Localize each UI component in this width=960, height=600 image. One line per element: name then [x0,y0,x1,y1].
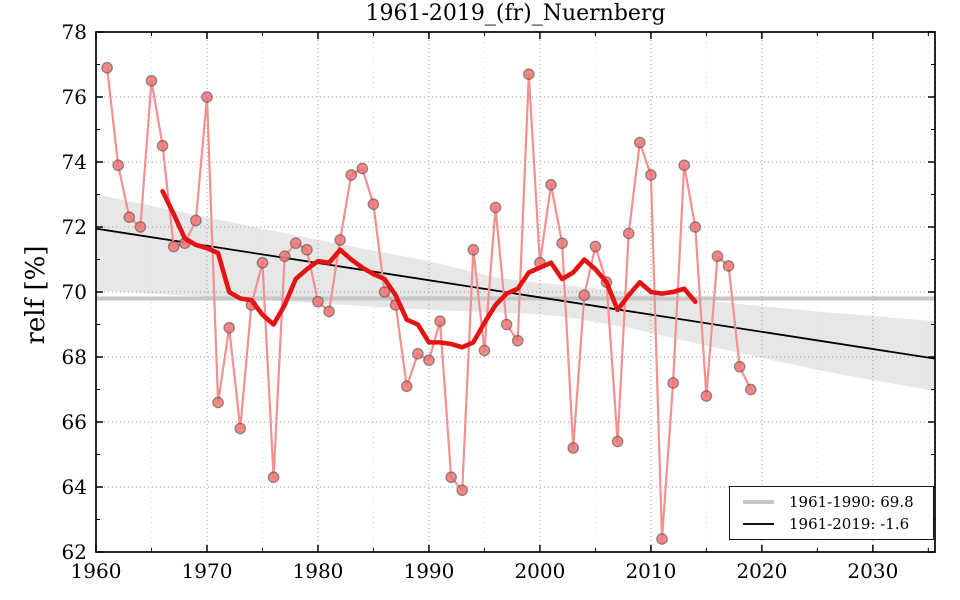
svg-text:62: 62 [62,540,87,564]
svg-text:68: 68 [62,345,87,369]
legend-entry: 1961-1990: 69.8 [730,493,933,511]
svg-text:1980: 1980 [293,559,344,583]
y-axis-label: relf [%] [21,245,51,345]
trend-line-swatch-icon [743,523,774,525]
legend-box: 1961-1990: 69.8 1961-2019: -1.6 [729,486,934,540]
svg-text:78: 78 [62,20,87,44]
svg-text:2000: 2000 [514,559,565,583]
svg-text:2030: 2030 [847,559,898,583]
legend-entry: 1961-2019: -1.6 [730,515,933,533]
svg-text:2010: 2010 [625,559,676,583]
svg-text:72: 72 [62,215,87,239]
legend-label-mean: 1961-1990: 69.8 [789,493,914,511]
chart-title: 1961-2019_(fr)_Nuernberg [365,1,666,26]
svg-text:2020: 2020 [736,559,787,583]
svg-text:1970: 1970 [182,559,233,583]
legend-label-trend: 1961-2019: -1.6 [789,515,910,533]
svg-text:70: 70 [62,280,87,304]
svg-text:1960: 1960 [71,559,122,583]
svg-text:1990: 1990 [403,559,454,583]
mean-line-swatch-icon [743,500,774,504]
svg-text:74: 74 [62,150,87,174]
svg-text:64: 64 [62,475,87,499]
svg-text:66: 66 [62,410,87,434]
svg-text:76: 76 [62,85,87,109]
